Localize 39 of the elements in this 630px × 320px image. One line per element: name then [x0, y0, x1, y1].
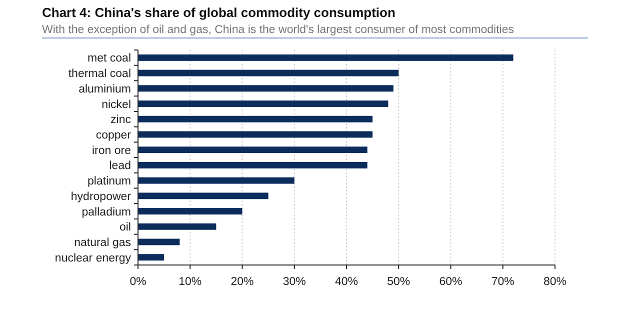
chart-subtitle: With the exception of oil and gas, China is the world's largest consumer of most commodities [42, 24, 514, 36]
x-tick-label: 0% [130, 276, 146, 288]
x-tick-label: 60% [439, 276, 462, 288]
x-tick-label: 50% [387, 276, 410, 288]
y-tick-label: copper [96, 129, 132, 142]
y-tick-label: thermal coal [68, 68, 131, 80]
bar [138, 208, 242, 214]
y-tick-label: met coal [88, 52, 131, 65]
x-tick-label: 10% [178, 276, 202, 288]
x-tick-label: 40% [334, 276, 358, 288]
y-tick-label: platinum [88, 176, 131, 188]
x-tick-label: 80% [543, 276, 567, 288]
y-tick-label: iron ore [92, 144, 131, 157]
y-tick-label: hydropower [70, 190, 132, 203]
y-tick-label: nickel [102, 98, 131, 111]
bar [138, 146, 368, 154]
y-tick-label: nuclear energy [54, 252, 132, 264]
bar [138, 70, 399, 76]
bar [138, 131, 373, 138]
x-tick-label: 70% [491, 276, 514, 288]
y-tick-label: palladium [82, 206, 131, 218]
chart-title: Chart 4: China's share of global commodity consumption [42, 5, 396, 20]
bar [138, 223, 216, 230]
x-tick-label: 30% [282, 276, 306, 288]
bar [138, 85, 394, 92]
y-tick-label: natural gas [74, 236, 132, 249]
bar [138, 238, 180, 246]
bar [138, 192, 268, 200]
bar [138, 54, 514, 61]
y-tick-label: lead [109, 160, 131, 172]
y-tick-label: zinc [110, 114, 132, 126]
y-tick-label: aluminium [78, 83, 131, 96]
bar [138, 177, 294, 184]
bar [138, 100, 388, 107]
y-tick-label: oil [119, 222, 131, 234]
bar [138, 116, 373, 122]
x-tick-label: 20% [230, 276, 254, 288]
bar [138, 254, 164, 261]
bar [138, 162, 368, 168]
